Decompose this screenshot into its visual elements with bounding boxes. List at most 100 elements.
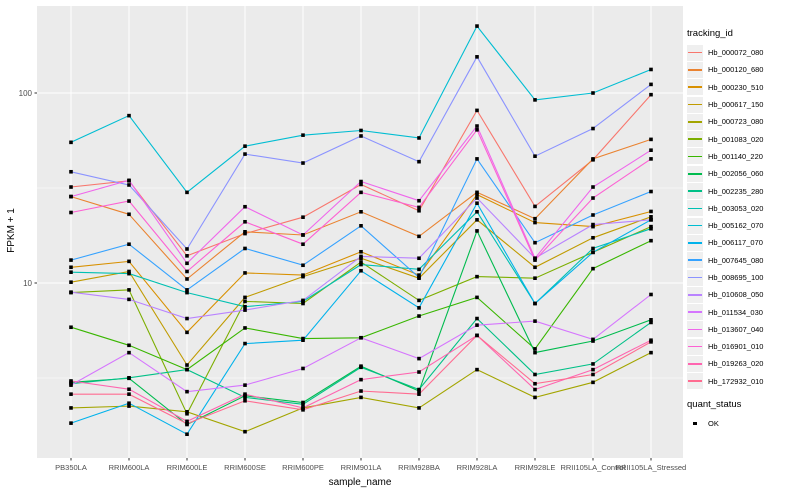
data-point [533,154,537,158]
legend-key-swatch [687,96,703,113]
data-point [417,298,421,303]
data-point [359,262,363,267]
legend-item-Hb_000723_080: Hb_000723_080 [687,113,799,130]
data-point [127,269,131,274]
legend-label: Hb_000723_080 [708,117,764,127]
legend-line-icon [688,172,702,175]
legend-key-swatch [687,355,703,372]
data-point [127,183,131,187]
legend-line-icon [688,155,702,158]
data-point [591,337,595,342]
data-point [475,218,479,222]
data-point [417,406,421,410]
legend-item-Hb_010608_050: Hb_010608_050 [687,286,799,303]
legend-key-swatch [687,234,703,251]
data-point [69,270,73,274]
legend-item-Hb_000617_150: Hb_000617_150 [687,96,799,113]
y-tick-label: 100 [19,89,33,98]
data-point [475,323,479,327]
legend-label: Hb_001083_020 [708,134,764,144]
data-point [243,229,247,234]
data-point [127,375,131,380]
legend-label: Hb_003053_020 [708,203,764,213]
data-point [591,246,595,251]
legend-label: Hb_002235_280 [708,186,764,196]
legend-line-icon [688,294,702,296]
data-point [591,91,595,95]
data-point [649,215,653,219]
legend-item-Hb_000230_510: Hb_000230_510 [687,79,799,96]
data-point [475,201,479,206]
legend-key-swatch [687,131,703,148]
legend-line-icon [688,276,702,279]
legend-label: Hb_016901_010 [708,342,764,352]
data-point [185,316,189,321]
data-point [591,266,595,271]
x-tick-label: RRIM928BA [398,463,440,472]
data-point [533,204,537,209]
data-point [591,380,595,385]
legend-item-Hb_000072_080: Hb_000072_080 [687,44,799,61]
data-point [127,113,131,118]
data-point [301,338,305,342]
data-point [475,124,479,128]
data-point [185,367,189,372]
data-point [475,367,479,372]
data-point [185,421,189,426]
data-point [417,273,421,277]
legend-item-Hb_005162_070: Hb_005162_070 [687,217,799,234]
data-point [127,404,131,408]
data-point [243,395,247,400]
legend-item-Hb_006117_070: Hb_006117_070 [687,234,799,251]
data-point [185,409,189,414]
data-point [185,277,189,281]
legend-key-swatch [687,217,703,234]
data-point [359,128,363,133]
data-point [591,224,595,229]
data-point [127,212,131,217]
legend-key-swatch [687,338,703,355]
data-point [533,256,537,261]
data-point [185,363,189,367]
data-point [301,215,305,219]
data-point [127,350,131,355]
data-point [649,67,653,72]
data-point [417,267,421,272]
data-point [359,254,363,259]
data-point [301,402,305,407]
data-point [69,258,73,262]
data-point [69,280,73,284]
legend-line-icon [688,190,702,192]
data-point [301,301,305,306]
legend-item-Hb_007645_080: Hb_007645_080 [687,252,799,269]
data-point [301,274,305,279]
data-point [243,295,247,300]
legend-label: Hb_007645_080 [708,255,764,265]
y-axis-title-text: FPKM + 1 [5,207,17,253]
legend-label-ok: OK [708,419,719,429]
data-point [185,247,189,251]
legend-key-swatch [687,304,703,321]
data-point [533,350,537,355]
data-point [591,362,595,366]
legend-line-icon [688,138,702,140]
data-point [533,265,537,270]
data-point [243,398,247,403]
data-point [185,419,189,424]
legend-key-swatch [687,148,703,165]
legend-label: Hb_019263_020 [708,359,764,369]
data-point [243,383,247,387]
data-point [649,318,653,322]
legend-item-Hb_172932_010: Hb_172932_010 [687,373,799,390]
legend-key-swatch [687,113,703,130]
data-point [185,269,189,274]
data-point [591,157,595,161]
data-point [475,190,479,195]
y-axis-title: FPKM + 1 [0,0,22,460]
legend-item-Hb_016901_010: Hb_016901_010 [687,338,799,355]
data-point [301,233,305,237]
data-point [127,387,131,392]
data-point [127,392,131,396]
data-point [417,198,421,203]
legend-item-Hb_001140_220: Hb_001140_220 [687,148,799,165]
